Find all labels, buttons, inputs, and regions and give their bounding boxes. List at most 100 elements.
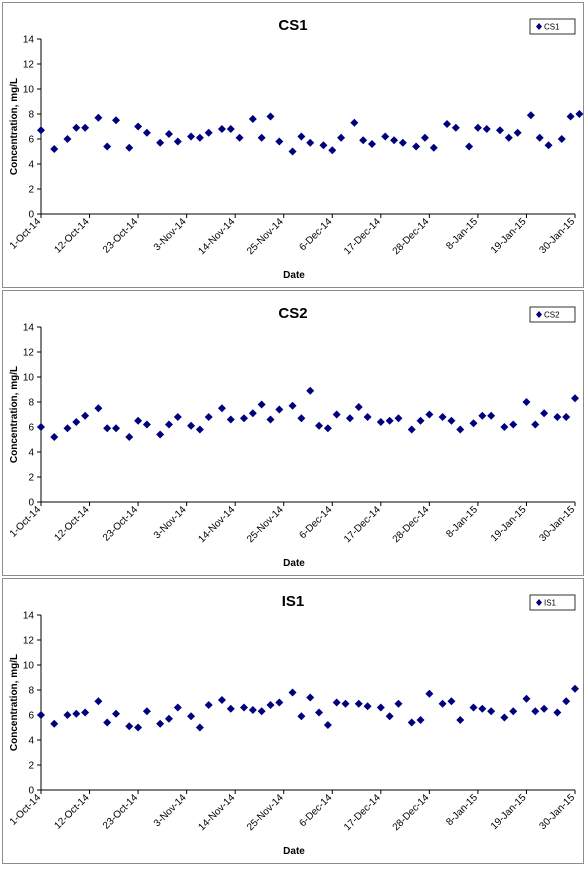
data-point — [482, 125, 491, 133]
y-tick-label: 14 — [23, 323, 35, 334]
data-point — [473, 123, 482, 132]
data-point — [204, 413, 213, 421]
data-point — [195, 425, 204, 434]
data-point — [37, 126, 45, 135]
data-point — [407, 718, 416, 727]
data-point — [156, 719, 165, 728]
data-point — [540, 704, 549, 713]
x-tick-label: 6-Dec-14 — [298, 216, 335, 253]
data-point — [125, 433, 134, 441]
data-point — [487, 707, 496, 716]
x-tick-label: 1-Oct-14 — [8, 792, 44, 828]
data-point — [571, 394, 579, 403]
data-point — [562, 413, 571, 421]
legend-marker — [536, 599, 542, 606]
data-point — [134, 416, 143, 425]
data-point — [112, 424, 121, 433]
chart-panel-is1: IS1 0 2 4 6 8 10 12 14 1-Oct-14 12-Oct-14 23-Oct-14… — [2, 578, 584, 864]
data-point — [81, 123, 90, 132]
data-point — [447, 697, 456, 706]
chart-cs2: CS2 0 2 4 6 8 10 12 14 1-Oct-14 12-Oct-14 23-Oct-14… — [8, 305, 579, 569]
data-point — [412, 142, 421, 151]
data-point — [367, 140, 376, 148]
x-tick-label: 3-Nov-14 — [152, 216, 189, 253]
data-point — [288, 688, 297, 697]
data-point — [103, 718, 112, 727]
data-point — [81, 708, 90, 717]
data-point — [509, 707, 518, 716]
x-tick-label: 30-Jan-15 — [538, 216, 578, 256]
data-point — [354, 699, 363, 708]
y-tick-label: 12 — [23, 636, 35, 647]
data-point — [164, 130, 173, 138]
data-point — [297, 414, 306, 423]
data-point — [420, 133, 429, 142]
data-point — [504, 133, 513, 142]
data-point — [500, 713, 509, 722]
data-point — [345, 414, 354, 423]
data-point — [187, 712, 196, 721]
data-point — [204, 701, 213, 709]
data-point — [332, 698, 341, 707]
x-tick-label: 23-Oct-14 — [101, 792, 141, 832]
x-tick-label: 28-Dec-14 — [391, 792, 432, 833]
chart-panel-cs2: CS2 0 2 4 6 8 10 12 14 1-Oct-14 12-Oct-14 23-Oct-14… — [2, 290, 584, 576]
y-tick-label: 8 — [28, 686, 34, 697]
y-tick-label: 0 — [28, 786, 34, 797]
legend-label: CS2 — [544, 311, 560, 320]
x-tick-label: 12-Oct-14 — [52, 792, 92, 832]
data-point — [288, 401, 297, 410]
data-point — [50, 145, 59, 153]
data-point — [103, 142, 112, 151]
data-point — [248, 706, 257, 714]
data-point — [275, 137, 284, 146]
data-point — [275, 698, 284, 707]
data-point — [478, 411, 487, 420]
x-tick-label: 23-Oct-14 — [101, 504, 141, 544]
data-point — [275, 405, 284, 414]
data-point — [297, 712, 306, 721]
chart-panel-cs1: CS1 0 2 4 6 8 10 12 14 1-Oct-14 12-Oct-14 23-Oct-14… — [2, 2, 584, 288]
data-point — [398, 138, 407, 147]
y-tick-label: 2 — [28, 761, 34, 772]
y-tick-label: 14 — [23, 611, 35, 622]
chart-title: IS1 — [282, 593, 305, 610]
data-point — [323, 424, 332, 433]
data-point — [235, 133, 244, 142]
data-point — [156, 430, 165, 439]
data-point — [456, 425, 465, 434]
data-point — [531, 707, 540, 716]
data-point — [217, 404, 226, 413]
data-point — [306, 386, 315, 395]
data-point — [187, 132, 196, 141]
data-point — [142, 707, 151, 716]
data-point — [522, 694, 531, 703]
y-tick-label: 2 — [28, 185, 34, 196]
data-point — [315, 421, 324, 430]
x-tick-label: 8-Jan-15 — [444, 504, 480, 540]
data-point — [469, 703, 478, 712]
data-point — [50, 433, 59, 441]
x-tick-label: 8-Jan-15 — [444, 792, 480, 828]
data-point — [337, 133, 346, 142]
data-point — [575, 110, 583, 118]
data-point — [341, 699, 350, 708]
x-tick-label: 1-Oct-14 — [8, 504, 44, 540]
data-point — [447, 416, 456, 425]
data-point — [257, 133, 266, 142]
y-tick-label: 8 — [28, 110, 34, 121]
data-point — [248, 409, 257, 418]
data-point — [217, 125, 226, 133]
y-axis-title: Concentration, mg/L — [9, 366, 20, 463]
x-tick-label: 19-Jan-15 — [489, 216, 529, 256]
data-point — [50, 719, 59, 728]
data-point — [451, 123, 460, 132]
x-tick-label: 23-Oct-14 — [101, 216, 141, 256]
y-axis-title: Concentration, mg/L — [9, 78, 20, 175]
x-tick-label: 30-Jan-15 — [538, 504, 578, 544]
x-tick-label: 3-Nov-14 — [152, 792, 189, 829]
data-point — [350, 118, 359, 127]
data-point — [500, 423, 509, 431]
y-tick-label: 8 — [28, 398, 34, 409]
y-tick-label: 14 — [23, 35, 35, 46]
